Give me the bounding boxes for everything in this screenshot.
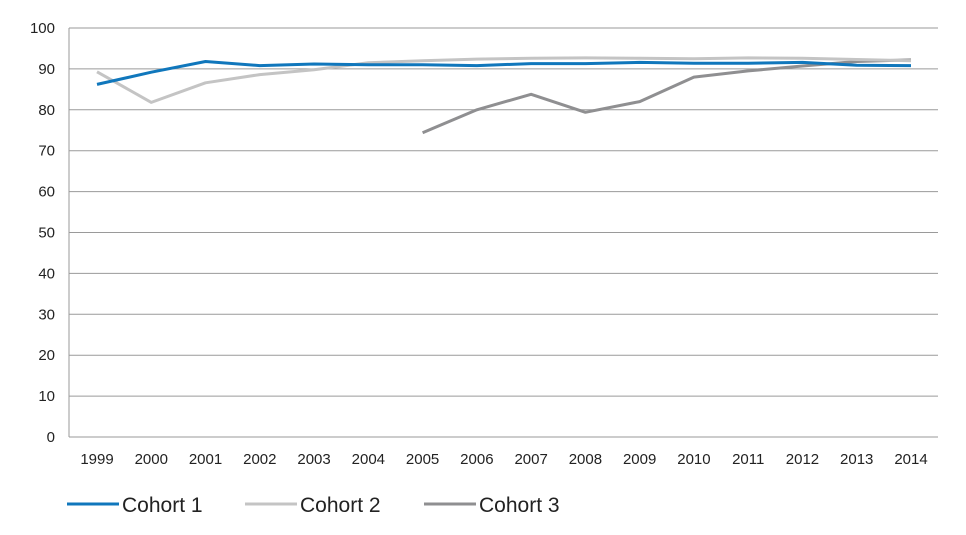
legend-label: Cohort 1 <box>122 494 203 517</box>
x-tick-label: 2007 <box>514 451 547 468</box>
x-tick-label: 2013 <box>840 451 873 468</box>
x-tick-label: 2010 <box>677 451 710 468</box>
y-tick-label: 50 <box>38 225 55 242</box>
y-tick-label: 70 <box>38 143 55 160</box>
x-tick-label: 2000 <box>135 451 168 468</box>
x-tick-label: 2012 <box>786 451 819 468</box>
y-tick-label: 90 <box>38 61 55 78</box>
y-axis-ticks: 0 10 20 30 40 50 60 70 80 90 100 <box>30 20 55 446</box>
x-tick-label: 2008 <box>569 451 602 468</box>
x-tick-label: 2011 <box>732 451 764 468</box>
series-lines <box>96 56 912 135</box>
y-tick-label: 40 <box>38 265 55 282</box>
y-tick-label: 30 <box>38 306 55 323</box>
y-tick-label: 0 <box>47 429 55 446</box>
x-tick-label: 2003 <box>297 451 330 468</box>
legend-label: Cohort 3 <box>479 494 560 517</box>
y-tick-label: 20 <box>38 347 55 364</box>
x-tick-label: 2004 <box>352 451 385 468</box>
x-tick-label: 2014 <box>894 451 927 468</box>
legend: Cohort 1 Cohort 2 Cohort 3 <box>67 494 560 517</box>
y-tick-label: 100 <box>30 20 55 37</box>
x-tick-label: 2005 <box>406 451 439 468</box>
x-axis-ticks: 1999 2000 2001 2002 2003 2004 2005 2006 2007 2008… <box>80 451 927 468</box>
y-tick-label: 10 <box>38 388 55 405</box>
x-tick-label: 2001 <box>189 451 222 468</box>
series-line-cohort-2 <box>96 56 912 104</box>
series-line-cohort-1 <box>96 60 912 86</box>
x-tick-label: 1999 <box>80 451 113 468</box>
x-tick-label: 2006 <box>460 451 493 468</box>
x-tick-label: 2002 <box>243 451 276 468</box>
x-tick-label: 2009 <box>623 451 656 468</box>
y-tick-label: 80 <box>38 102 55 119</box>
series-line-cohort-3 <box>422 58 912 135</box>
y-tick-label: 60 <box>38 184 55 201</box>
legend-label: Cohort 2 <box>300 494 381 517</box>
gridlines <box>68 27 938 438</box>
